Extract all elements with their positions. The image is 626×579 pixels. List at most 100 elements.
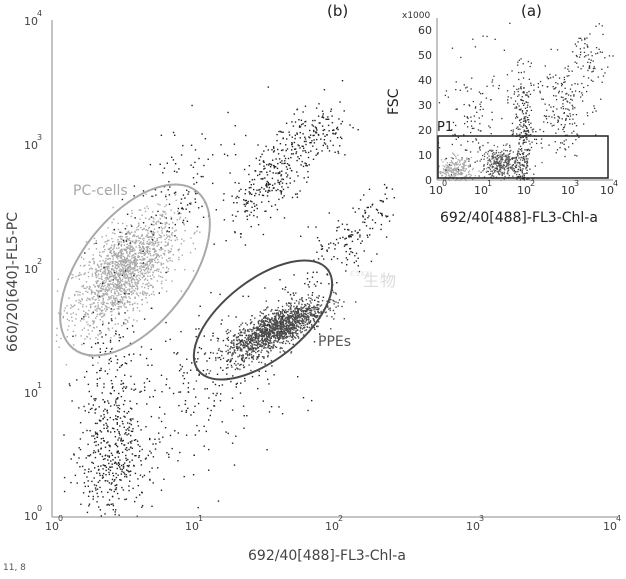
scatter-point — [122, 283, 125, 286]
scatter-point — [184, 197, 186, 199]
inset-scatter-point — [515, 157, 517, 159]
scatter-point — [247, 346, 249, 348]
scatter-point — [313, 139, 315, 141]
scatter-point — [114, 301, 116, 304]
scatter-point — [233, 351, 236, 353]
scatter-point — [100, 431, 103, 433]
main-x-tick-label: 103 — [466, 514, 484, 533]
scatter-point — [286, 304, 288, 306]
scatter-point — [92, 323, 94, 325]
scatter-point — [171, 447, 173, 450]
scatter-point — [318, 240, 320, 242]
scatter-point — [146, 242, 148, 245]
scatter-point — [343, 301, 345, 303]
inset-scatter-point — [444, 170, 446, 172]
scatter-point — [315, 154, 317, 156]
inset-scatter-point — [490, 170, 492, 172]
scatter-point — [270, 325, 272, 327]
scatter-point — [215, 359, 217, 361]
scatter-point — [264, 324, 266, 326]
scatter-point — [247, 200, 249, 203]
scatter-point — [119, 417, 122, 419]
scatter-point — [335, 301, 337, 303]
scatter-point — [131, 231, 133, 233]
scatter-point — [109, 283, 112, 285]
scatter-point — [203, 445, 205, 447]
scatter-point — [298, 314, 300, 316]
scatter-point — [303, 310, 305, 312]
scatter-point — [144, 386, 146, 388]
scatter-point — [284, 320, 286, 322]
scatter-point — [171, 280, 173, 282]
inset-scatter-point — [498, 173, 500, 175]
scatter-point — [195, 380, 198, 382]
scatter-point — [296, 307, 299, 310]
inset-scatter-point — [501, 158, 503, 160]
scatter-point — [294, 327, 296, 329]
scatter-point — [106, 285, 109, 288]
inset-scatter-point — [463, 164, 465, 167]
inset-scatter-point — [452, 163, 454, 165]
scatter-point — [112, 260, 114, 263]
inset-scatter-point — [462, 166, 465, 168]
scatter-point — [177, 352, 179, 354]
scatter-point — [276, 321, 278, 323]
scatter-point — [136, 279, 139, 281]
scatter-point — [213, 405, 215, 407]
scatter-point — [336, 226, 338, 229]
scatter-point — [108, 473, 111, 476]
inset-scatter-point — [505, 150, 507, 152]
scatter-point — [151, 244, 153, 246]
scatter-point — [305, 140, 307, 143]
inset-scatter-point — [468, 158, 471, 161]
scatter-point — [168, 231, 170, 233]
scatter-point — [126, 236, 128, 238]
scatter-point — [116, 295, 118, 297]
scatter-point — [299, 125, 301, 127]
scatter-point — [102, 294, 105, 296]
scatter-point — [306, 303, 309, 305]
scatter-point — [127, 259, 129, 261]
scatter-point — [264, 210, 266, 212]
scatter-point — [127, 422, 129, 424]
scatter-point — [260, 178, 262, 180]
scatter-point — [97, 465, 99, 468]
scatter-point — [127, 271, 130, 273]
scatter-point — [259, 324, 261, 326]
scatter-point — [327, 124, 330, 127]
scatter-point — [304, 150, 306, 152]
scatter-point — [118, 236, 120, 238]
scatter-point — [291, 298, 293, 301]
scatter-point — [107, 441, 109, 443]
scatter-point — [317, 258, 320, 260]
scatter-point — [117, 274, 119, 276]
scatter-point — [278, 331, 281, 333]
inset-scatter-point — [509, 166, 512, 168]
scatter-point — [386, 197, 388, 200]
scatter-point — [121, 273, 123, 276]
scatter-point — [122, 467, 125, 469]
scatter-point — [132, 418, 134, 420]
scatter-point — [130, 246, 132, 248]
scatter-point — [124, 290, 127, 293]
scatter-point — [106, 269, 109, 271]
scatter-point — [165, 195, 167, 198]
scatter-point — [91, 407, 93, 410]
scatter-point — [160, 134, 163, 136]
scatter-point — [146, 246, 148, 248]
scatter-point — [298, 308, 300, 310]
inset-scatter-point — [494, 161, 497, 163]
scatter-point — [192, 177, 195, 179]
scatter-point — [245, 134, 247, 137]
scatter-point — [230, 341, 232, 344]
scatter-point — [258, 355, 260, 357]
scatter-point — [254, 194, 256, 197]
scatter-point — [321, 125, 324, 127]
scatter-point — [126, 465, 129, 467]
inset-scatter-point — [443, 169, 445, 171]
scatter-point — [321, 248, 324, 250]
scatter-point — [96, 290, 99, 292]
scatter-point — [152, 220, 154, 223]
scatter-point — [108, 504, 111, 506]
scatter-point — [231, 353, 233, 355]
